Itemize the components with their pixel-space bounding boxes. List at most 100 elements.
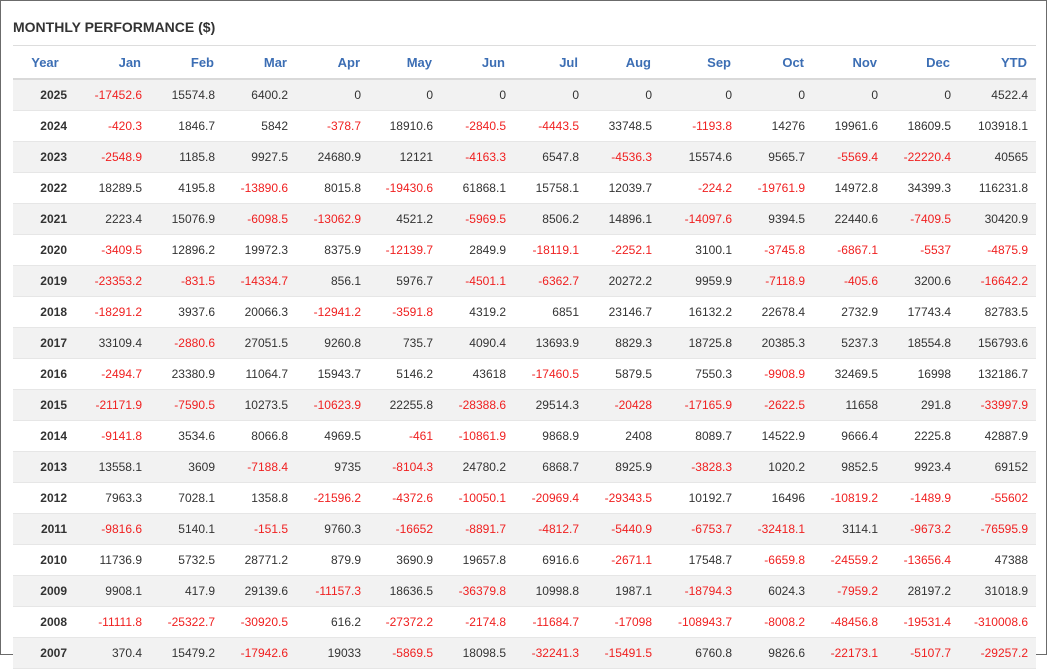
year-cell: 2007 (13, 637, 77, 669)
value-cell-aug: 0 (587, 79, 660, 111)
value-cell-jul: -4812.7 (514, 513, 587, 545)
value-cell-jan: 18289.5 (77, 172, 150, 204)
year-cell: 2016 (13, 358, 77, 390)
value-cell-feb: -2880.6 (150, 327, 223, 359)
value-cell-may: 0 (369, 79, 441, 111)
value-cell-may: -3591.8 (369, 296, 441, 328)
value-cell-oct: 1020.2 (740, 451, 813, 483)
value-cell-jan: -21171.9 (77, 389, 150, 421)
value-cell-ytd: -29257.2 (959, 637, 1036, 669)
column-header-jan: Jan (77, 46, 150, 80)
value-cell-jun: 24780.2 (441, 451, 514, 483)
value-cell-sep: -3828.3 (660, 451, 740, 483)
table-row: 2024 -420.3 1846.7 5842 -378.7 18910.6 -2840.5… (13, 110, 1036, 142)
value-cell-jun: 0 (441, 79, 514, 111)
value-cell-dec: -5537 (886, 234, 959, 266)
value-cell-jul: 6916.6 (514, 544, 587, 576)
value-cell-feb: 3937.6 (150, 296, 223, 328)
value-cell-dec: 3200.6 (886, 265, 959, 297)
value-cell-ytd: 103918.1 (959, 110, 1036, 142)
value-cell-apr: -10623.9 (296, 389, 369, 421)
value-cell-aug: -2671.1 (587, 544, 660, 576)
table-row: 2023 -2548.9 1185.8 9927.5 24680.9 12121 -4163… (13, 141, 1036, 173)
value-cell-jan: -23353.2 (77, 265, 150, 297)
value-cell-oct: -8008.2 (740, 606, 813, 638)
year-cell: 2024 (13, 110, 77, 142)
value-cell-mar: 27051.5 (223, 327, 296, 359)
value-cell-dec: 0 (886, 79, 959, 111)
value-cell-aug: 1987.1 (587, 575, 660, 607)
value-cell-jun: -2840.5 (441, 110, 514, 142)
value-cell-sep: 7550.3 (660, 358, 740, 390)
value-cell-ytd: 31018.9 (959, 575, 1036, 607)
value-cell-mar: 19972.3 (223, 234, 296, 266)
value-cell-jun: 19657.8 (441, 544, 514, 576)
value-cell-nov: 9666.4 (813, 420, 886, 452)
value-cell-jul: -17460.5 (514, 358, 587, 390)
value-cell-apr: 4969.5 (296, 420, 369, 452)
year-cell: 2011 (13, 513, 77, 545)
value-cell-nov: -24559.2 (813, 544, 886, 576)
value-cell-nov: -22173.1 (813, 637, 886, 669)
value-cell-jan: 7963.3 (77, 482, 150, 514)
value-cell-jul: 6851 (514, 296, 587, 328)
value-cell-feb: 23380.9 (150, 358, 223, 390)
value-cell-jun: 2849.9 (441, 234, 514, 266)
table-row: 2017 33109.4 -2880.6 27051.5 9260.8 735.7 4090… (13, 327, 1036, 359)
value-cell-dec: -1489.9 (886, 482, 959, 514)
value-cell-apr: -13062.9 (296, 203, 369, 235)
value-cell-feb: 12896.2 (150, 234, 223, 266)
year-cell: 2008 (13, 606, 77, 638)
value-cell-jun: -8891.7 (441, 513, 514, 545)
value-cell-nov: 22440.6 (813, 203, 886, 235)
value-cell-aug: 8829.3 (587, 327, 660, 359)
value-cell-dec: -22220.4 (886, 141, 959, 173)
year-cell: 2021 (13, 203, 77, 235)
value-cell-aug: -17098 (587, 606, 660, 638)
value-cell-aug: -29343.5 (587, 482, 660, 514)
value-cell-apr: 0 (296, 79, 369, 111)
year-cell: 2019 (13, 265, 77, 297)
value-cell-sep: 9959.9 (660, 265, 740, 297)
value-cell-aug: 2408 (587, 420, 660, 452)
value-cell-mar: -30920.5 (223, 606, 296, 638)
value-cell-dec: 28197.2 (886, 575, 959, 607)
value-cell-nov: 9852.5 (813, 451, 886, 483)
value-cell-jul: 29514.3 (514, 389, 587, 421)
value-cell-apr: 879.9 (296, 544, 369, 576)
value-cell-jul: 15758.1 (514, 172, 587, 204)
value-cell-sep: 17548.7 (660, 544, 740, 576)
table-row: 2010 11736.9 5732.5 28771.2 879.9 3690.9 19657… (13, 544, 1036, 576)
value-cell-dec: -9673.2 (886, 513, 959, 545)
table-row: 2009 9908.1 417.9 29139.6 -11157.3 18636.5 -36… (13, 575, 1036, 607)
value-cell-may: 5976.7 (369, 265, 441, 297)
value-cell-nov: 5237.3 (813, 327, 886, 359)
value-cell-apr: 24680.9 (296, 141, 369, 173)
value-cell-dec: 34399.3 (886, 172, 959, 204)
value-cell-dec: -7409.5 (886, 203, 959, 235)
value-cell-ytd: 116231.8 (959, 172, 1036, 204)
value-cell-nov: -405.6 (813, 265, 886, 297)
year-cell: 2022 (13, 172, 77, 204)
value-cell-mar: 20066.3 (223, 296, 296, 328)
value-cell-apr: -11157.3 (296, 575, 369, 607)
value-cell-may: -8104.3 (369, 451, 441, 483)
value-cell-ytd: 42887.9 (959, 420, 1036, 452)
value-cell-aug: 20272.2 (587, 265, 660, 297)
value-cell-jun: -10861.9 (441, 420, 514, 452)
column-header-jun: Jun (441, 46, 514, 80)
value-cell-mar: -151.5 (223, 513, 296, 545)
value-cell-aug: 8925.9 (587, 451, 660, 483)
header-row: Year Jan Feb Mar Apr May Jun Jul Aug Sep Oct Nov Dec… (13, 46, 1036, 80)
value-cell-mar: 1358.8 (223, 482, 296, 514)
value-cell-nov: 19961.6 (813, 110, 886, 142)
value-cell-jul: 0 (514, 79, 587, 111)
value-cell-jun: -10050.1 (441, 482, 514, 514)
value-cell-oct: 9826.6 (740, 637, 813, 669)
value-cell-aug: -2252.1 (587, 234, 660, 266)
value-cell-nov: -6867.1 (813, 234, 886, 266)
value-cell-jan: -9141.8 (77, 420, 150, 452)
value-cell-jan: -11111.8 (77, 606, 150, 638)
value-cell-nov: 11658 (813, 389, 886, 421)
column-header-jul: Jul (514, 46, 587, 80)
